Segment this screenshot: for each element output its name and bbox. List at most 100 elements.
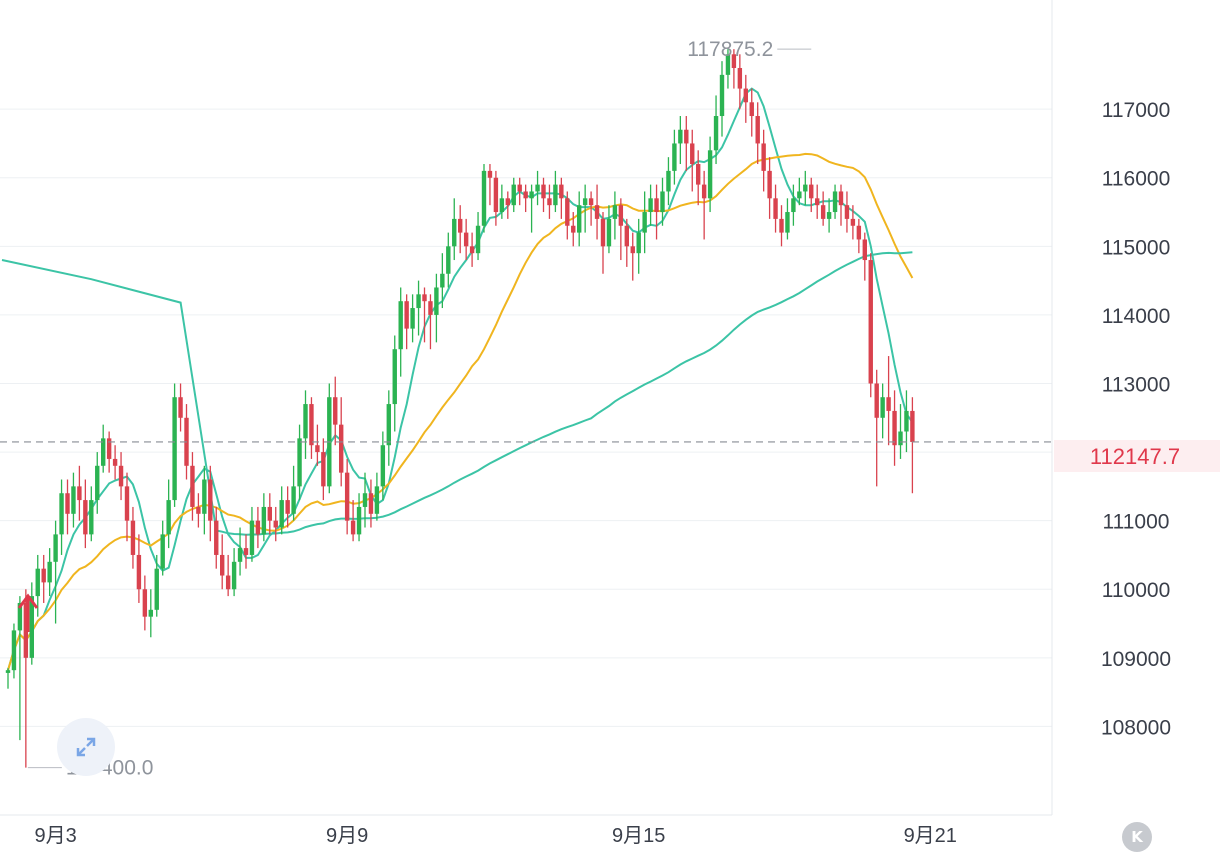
kline-toggle-button[interactable]: K bbox=[1122, 822, 1152, 852]
candle-body bbox=[624, 225, 629, 247]
candle-body bbox=[582, 198, 588, 206]
candle-body bbox=[559, 184, 564, 199]
candle-body bbox=[719, 74, 725, 117]
candle-body bbox=[142, 589, 148, 617]
y-tick-label: 108000 bbox=[1101, 716, 1171, 739]
candle-body bbox=[463, 232, 469, 247]
candle-body bbox=[148, 609, 153, 617]
candlesticks bbox=[5, 49, 915, 768]
candle-body bbox=[826, 212, 832, 219]
candle-body bbox=[89, 500, 94, 535]
candle-body bbox=[154, 568, 159, 610]
candle-body bbox=[678, 129, 683, 144]
candle-body bbox=[29, 596, 34, 658]
candle-body bbox=[344, 472, 350, 521]
candle-body bbox=[469, 246, 475, 254]
candle-body bbox=[118, 465, 124, 487]
candle-body bbox=[273, 520, 278, 528]
candle-body bbox=[309, 404, 314, 446]
x-tick-label: 9月15 bbox=[612, 825, 665, 847]
y-tick-label: 109000 bbox=[1101, 648, 1171, 671]
candle-body bbox=[339, 424, 344, 473]
candle-body bbox=[791, 198, 796, 213]
candle-body bbox=[261, 506, 267, 535]
y-tick-label: 110000 bbox=[1102, 579, 1171, 602]
candle-body bbox=[101, 438, 106, 466]
candle-body bbox=[475, 225, 481, 254]
candle-body bbox=[279, 500, 284, 528]
candle-body bbox=[880, 397, 885, 418]
candle-body bbox=[690, 143, 695, 165]
entry-arrow-icon bbox=[17, 593, 39, 632]
candle-body bbox=[577, 205, 582, 233]
candle-body bbox=[220, 554, 225, 576]
candle-body bbox=[761, 143, 766, 171]
candle-body bbox=[684, 129, 689, 144]
candle-body bbox=[636, 232, 641, 254]
candle-body bbox=[886, 397, 891, 411]
candle-body bbox=[672, 143, 677, 171]
candle-body bbox=[505, 198, 510, 206]
candle-body bbox=[398, 301, 403, 350]
candle-body bbox=[553, 184, 558, 206]
candle-body bbox=[856, 225, 862, 240]
candle-body bbox=[333, 397, 338, 425]
candle-body bbox=[606, 218, 612, 247]
candle-body bbox=[17, 602, 23, 631]
candle-body bbox=[493, 177, 499, 213]
y-tick-label: 117000 bbox=[1102, 99, 1171, 122]
candle-body bbox=[773, 198, 778, 219]
candle-body bbox=[196, 506, 201, 514]
candle-body bbox=[243, 548, 249, 555]
candle-body bbox=[815, 198, 820, 206]
candle-body bbox=[47, 561, 52, 583]
expand-icon bbox=[76, 737, 96, 757]
y-tick-label: 115000 bbox=[1102, 236, 1171, 259]
candle-body bbox=[285, 500, 290, 514]
last-price-label: 112147.7 bbox=[1090, 444, 1180, 469]
candle-body bbox=[892, 410, 897, 446]
candle-body bbox=[434, 287, 439, 315]
candle-body bbox=[11, 630, 17, 671]
candle-body bbox=[535, 184, 540, 192]
candle-body bbox=[71, 486, 76, 514]
candle-body bbox=[374, 486, 380, 514]
candle-body bbox=[713, 116, 719, 151]
candle-body bbox=[65, 493, 70, 514]
candle-body bbox=[904, 410, 909, 432]
candle-body bbox=[208, 479, 213, 521]
candle-body bbox=[368, 493, 374, 514]
candle-body bbox=[297, 438, 302, 487]
candle-body bbox=[529, 191, 534, 199]
candle-body bbox=[547, 198, 552, 206]
candle-body bbox=[422, 294, 427, 302]
candle-body bbox=[666, 170, 671, 192]
candle-body bbox=[630, 246, 635, 254]
candle-body bbox=[249, 520, 255, 555]
candle-body bbox=[53, 534, 58, 562]
y-tick-label: 114000 bbox=[1102, 305, 1171, 328]
candle-body bbox=[231, 561, 237, 590]
y-tick-label: 116000 bbox=[1102, 168, 1171, 191]
ma-short-line bbox=[7, 87, 914, 671]
candle-body bbox=[523, 191, 528, 199]
candle-body bbox=[642, 212, 647, 233]
expand-button[interactable] bbox=[57, 718, 115, 776]
candle-body bbox=[725, 54, 731, 75]
candle-body bbox=[380, 445, 386, 487]
candle-body bbox=[600, 218, 606, 247]
x-tick-label: 9月9 bbox=[326, 825, 368, 847]
y-tick-label: 111000 bbox=[1103, 511, 1170, 534]
candle-body bbox=[803, 184, 808, 192]
candle-body bbox=[910, 410, 915, 442]
candle-body bbox=[868, 260, 873, 384]
candle-body bbox=[565, 198, 570, 226]
candle-body bbox=[41, 568, 46, 583]
candle-body bbox=[225, 575, 231, 590]
candle-body bbox=[130, 520, 136, 555]
candle-body bbox=[767, 170, 772, 199]
candle-body bbox=[701, 184, 707, 199]
candle-body bbox=[178, 397, 183, 418]
candle-body bbox=[5, 670, 11, 673]
